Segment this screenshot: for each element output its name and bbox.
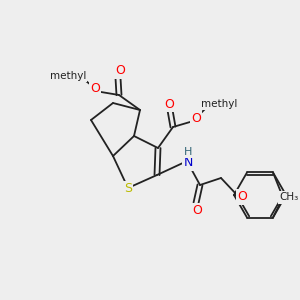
Text: O: O (90, 82, 100, 94)
Text: CH₃: CH₃ (279, 193, 298, 202)
Text: O: O (164, 98, 174, 110)
Text: O: O (237, 190, 247, 203)
Text: CH₃: CH₃ (279, 193, 298, 202)
Text: O: O (191, 112, 201, 124)
Text: N: N (183, 157, 193, 169)
Text: methyl: methyl (201, 99, 237, 109)
Text: O: O (115, 64, 125, 77)
Text: H: H (184, 147, 192, 157)
Text: S: S (124, 182, 132, 196)
Text: O: O (192, 205, 202, 218)
Text: methyl: methyl (50, 71, 86, 81)
